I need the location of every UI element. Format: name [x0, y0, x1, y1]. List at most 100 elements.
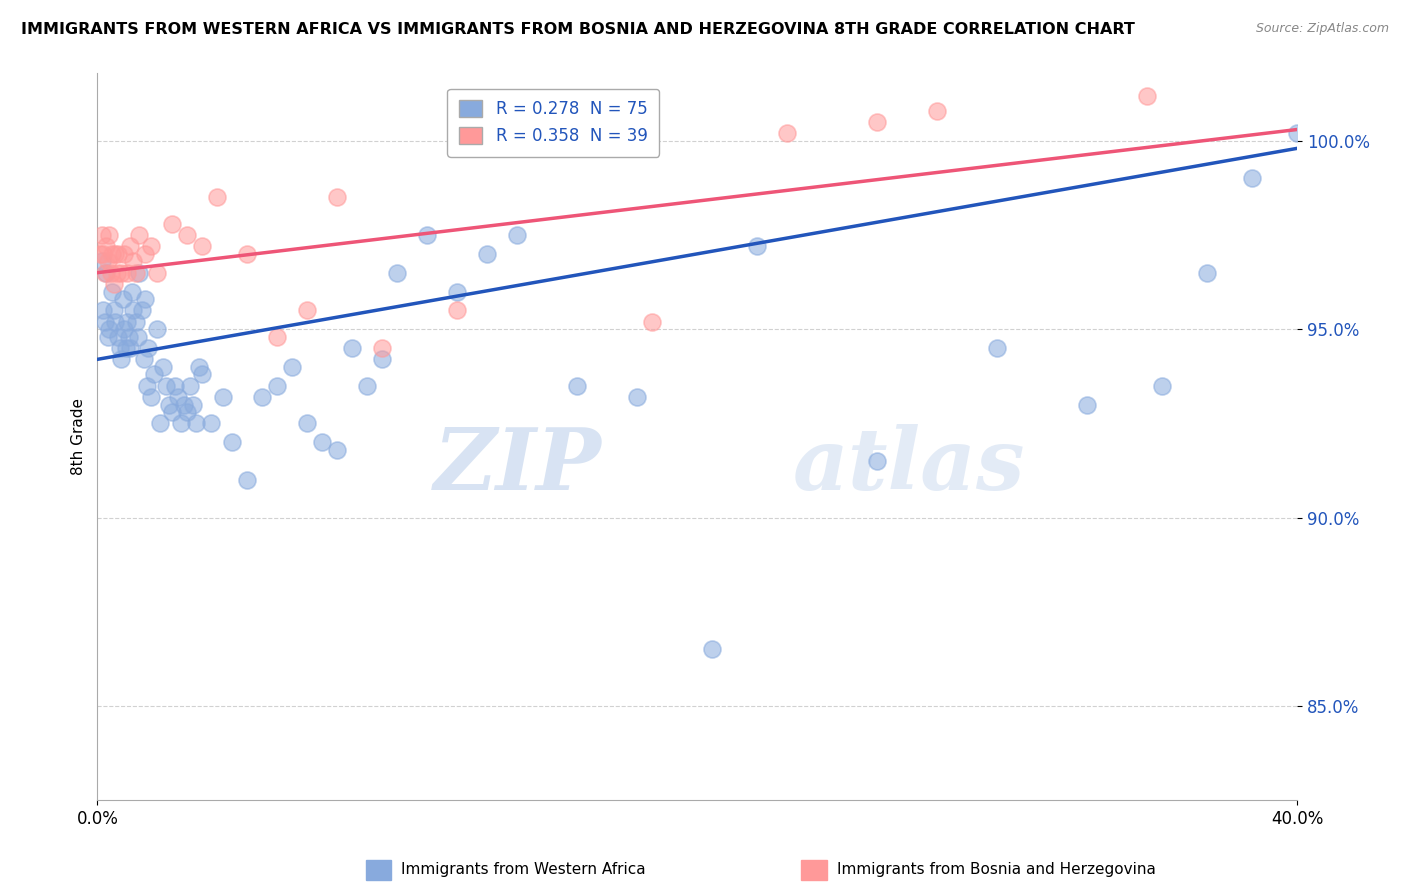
Point [122, 303, 145, 318]
Text: Immigrants from Western Africa: Immigrants from Western Africa [401, 863, 645, 877]
Point [138, 341, 160, 355]
Point [152, 359, 174, 374]
Point [103, 277, 125, 291]
Point [266, 330, 288, 344]
Point [162, 217, 184, 231]
Point [143, 368, 166, 382]
Point [986, 341, 1008, 355]
Point [927, 103, 949, 118]
Point [221, 435, 243, 450]
Point [101, 247, 124, 261]
Point [165, 378, 187, 392]
Point [266, 378, 288, 392]
Point [157, 398, 180, 412]
Point [125, 266, 148, 280]
Text: ZIP: ZIP [433, 424, 602, 508]
Point [342, 341, 364, 355]
Point [141, 239, 163, 253]
Point [134, 292, 156, 306]
Point [141, 390, 163, 404]
Point [170, 417, 193, 431]
Point [146, 266, 169, 280]
Point [162, 405, 184, 419]
Point [297, 303, 319, 318]
Point [107, 247, 129, 261]
Point [117, 266, 139, 280]
Point [98, 322, 121, 336]
Point [866, 454, 889, 468]
Point [326, 442, 349, 457]
Point [127, 330, 149, 344]
Point [281, 359, 304, 374]
Point [1076, 398, 1098, 412]
Point [128, 266, 150, 280]
Point [626, 390, 648, 404]
Point [1152, 378, 1174, 392]
Point [125, 315, 148, 329]
Point [97, 254, 120, 268]
Point [90, 227, 112, 242]
Point [134, 247, 156, 261]
Point [477, 247, 499, 261]
Point [236, 473, 259, 487]
Point [191, 368, 214, 382]
Point [186, 417, 208, 431]
Point [567, 141, 589, 155]
Point [112, 247, 135, 261]
Point [207, 190, 229, 204]
Point [120, 239, 142, 253]
Point [702, 642, 724, 657]
Point [167, 390, 190, 404]
Text: Source: ZipAtlas.com: Source: ZipAtlas.com [1256, 22, 1389, 36]
Point [506, 227, 529, 242]
Point [1241, 171, 1264, 186]
Point [90, 254, 112, 268]
Point [1136, 88, 1159, 103]
Point [115, 341, 138, 355]
Point [866, 115, 889, 129]
Point [776, 126, 799, 140]
Point [110, 266, 132, 280]
Point [117, 315, 139, 329]
Point [108, 341, 131, 355]
Point [176, 227, 198, 242]
Point [120, 341, 142, 355]
Point [200, 417, 222, 431]
Point [416, 227, 439, 242]
Point [179, 378, 201, 392]
Point [1197, 266, 1219, 280]
Point [112, 322, 135, 336]
Point [122, 254, 145, 268]
Y-axis label: 8th Grade: 8th Grade [72, 398, 86, 475]
Text: IMMIGRANTS FROM WESTERN AFRICA VS IMMIGRANTS FROM BOSNIA AND HERZEGOVINA 8TH GRA: IMMIGRANTS FROM WESTERN AFRICA VS IMMIGR… [21, 22, 1135, 37]
Point [96, 239, 118, 253]
Point [131, 303, 153, 318]
Point [236, 247, 259, 261]
Point [356, 378, 378, 392]
Point [146, 322, 169, 336]
Point [183, 398, 205, 412]
Point [387, 266, 409, 280]
Point [173, 398, 195, 412]
Point [104, 247, 127, 261]
Legend: R = 0.278  N = 75, R = 0.358  N = 39: R = 0.278 N = 75, R = 0.358 N = 39 [447, 88, 659, 157]
Point [212, 390, 235, 404]
Point [98, 227, 121, 242]
Point [94, 266, 117, 280]
Point [371, 352, 394, 367]
Point [326, 190, 349, 204]
Point [747, 239, 769, 253]
Point [101, 285, 124, 299]
Point [176, 405, 198, 419]
Point [121, 285, 143, 299]
Point [371, 341, 394, 355]
Text: atlas: atlas [793, 424, 1026, 508]
Point [311, 435, 333, 450]
Text: Immigrants from Bosnia and Herzegovina: Immigrants from Bosnia and Herzegovina [837, 863, 1156, 877]
Point [107, 330, 129, 344]
Point [297, 417, 319, 431]
Point [446, 303, 468, 318]
Point [1286, 126, 1309, 140]
Point [155, 378, 177, 392]
Point [94, 315, 117, 329]
